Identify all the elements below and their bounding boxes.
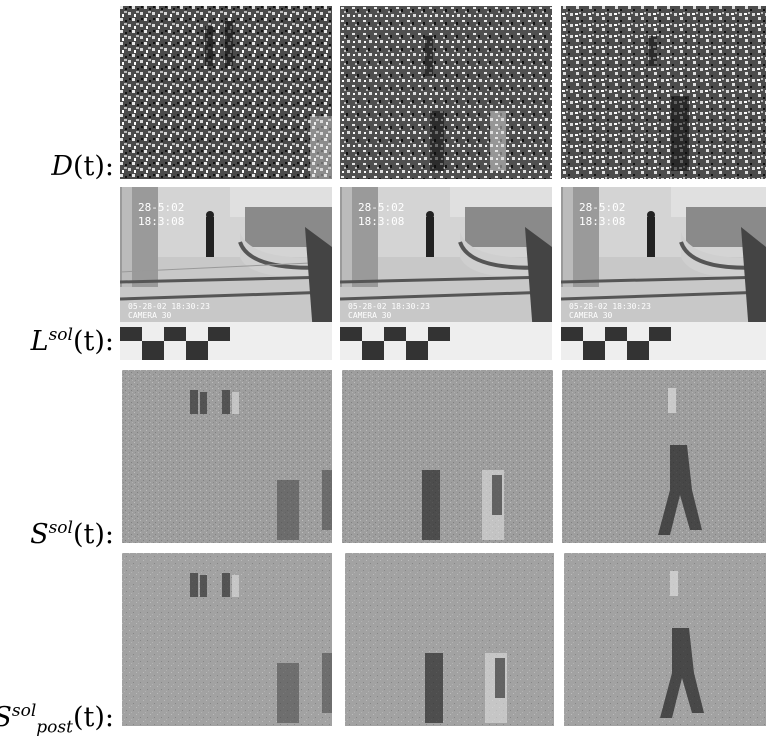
background-frame-1: 28-5:02 18:3:08 05-28-02 18:30:23 CAMERA…: [120, 187, 332, 360]
svg-text:05-28-02 18:30:23: 05-28-02 18:30:23: [569, 302, 651, 311]
post-frame-1-image: [122, 553, 332, 726]
background-frame-1-image: 28-5:02 18:3:08 05-28-02 18:30:23 CAMERA…: [120, 187, 332, 360]
row-label-l: Lsol(t):: [30, 325, 114, 357]
camera-line1: 05-28-02 18:30:23: [128, 302, 210, 311]
row-label-s-post: Ssolpost(t):: [0, 701, 114, 737]
svg-text:CAMERA 30: CAMERA 30: [569, 311, 613, 320]
background-frame-2-image: 28-5:02 18:3:08 05-28-02 18:30:23 CAMERA…: [340, 187, 552, 360]
svg-text:18:3:08: 18:3:08: [358, 215, 404, 228]
sparse-frame-3-image: [562, 370, 766, 543]
sparse-frame-3: [562, 370, 766, 543]
post-frame-2: [345, 553, 554, 726]
post-frame-3: [564, 553, 766, 726]
row-label-s: Ssol(t):: [30, 518, 114, 550]
noisy-frame-3: [561, 6, 766, 179]
noisy-frame-2: [340, 6, 552, 179]
camera-line2: CAMERA 30: [128, 311, 172, 320]
svg-text:05-28-02 18:30:23: 05-28-02 18:30:23: [348, 302, 430, 311]
background-frame-2: 28-5:02 18:3:08 05-28-02 18:30:23 CAMERA…: [340, 187, 552, 360]
background-frame-3-image: 28-5:02 18:3:08 05-28-02 18:30:23 CAMERA…: [561, 187, 766, 360]
row-label-d: D(t):: [51, 151, 114, 182]
sparse-frame-1-image: [122, 370, 332, 543]
svg-text:18:3:08: 18:3:08: [579, 215, 625, 228]
background-frame-3: 28-5:02 18:3:08 05-28-02 18:30:23 CAMERA…: [561, 187, 766, 360]
sparse-frame-2-image: [342, 370, 553, 543]
svg-text:CAMERA 30: CAMERA 30: [348, 311, 392, 320]
row-d: D(t):: [0, 6, 766, 182]
svg-text:28-5:02: 28-5:02: [358, 201, 404, 214]
noisy-frame-1: [120, 6, 332, 179]
noisy-frame-1-image: [120, 6, 332, 179]
post-frame-2-image: [345, 553, 554, 726]
noisy-frame-3-image: [561, 6, 766, 179]
timestamp-top2: 18:3:08: [138, 215, 184, 228]
row-s: Ssol(t):: [0, 370, 766, 548]
post-frame-3-image: [564, 553, 766, 726]
sparse-frame-1: [122, 370, 332, 543]
row-l: Lsol(t): 28-5:02: [0, 187, 766, 360]
row-s-post: Ssolpost(t):: [0, 553, 766, 736]
noisy-frame-2-image: [340, 6, 552, 179]
sparse-frame-2: [342, 370, 553, 543]
timestamp-top: 28-5:02: [138, 201, 184, 214]
svg-text:28-5:02: 28-5:02: [579, 201, 625, 214]
checker-floor: [120, 322, 332, 360]
post-frame-1: [122, 553, 332, 726]
